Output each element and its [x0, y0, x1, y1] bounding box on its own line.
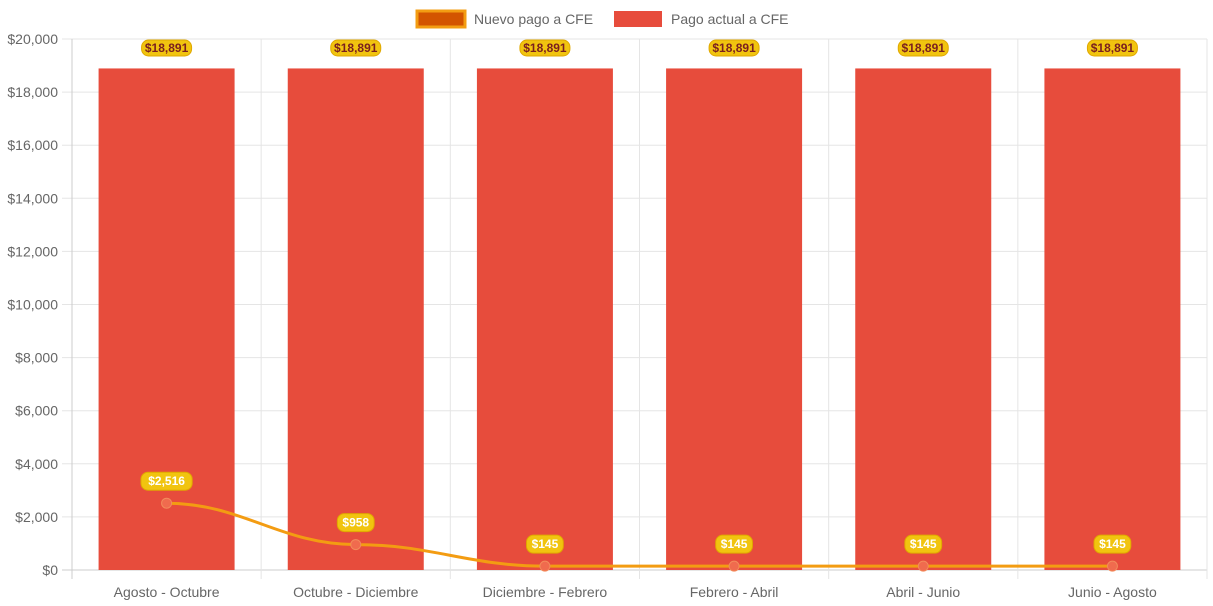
line-data-label: $145 [910, 537, 937, 551]
x-tick-label: Abril - Junio [886, 584, 960, 600]
bar-data-label: $18,891 [334, 41, 378, 55]
y-tick-label: $6,000 [15, 403, 58, 419]
line-point [539, 560, 551, 572]
y-tick-label: $16,000 [7, 137, 58, 153]
x-tick-label: Agosto - Octubre [114, 584, 220, 600]
y-tick-label: $18,000 [7, 84, 58, 100]
line-point [1106, 560, 1118, 572]
legend-swatch [614, 11, 662, 27]
bar [855, 68, 992, 571]
line-data-label-bg [715, 534, 753, 554]
line-data-label-bg [904, 534, 943, 554]
x-tick-label: Octubre - Diciembre [293, 584, 418, 600]
line-data-label: $145 [721, 537, 748, 551]
y-tick-label: $2,000 [15, 509, 58, 525]
y-tick-label: $20,000 [7, 31, 58, 47]
line-data-label: $2,516 [148, 474, 185, 488]
line-data-label-bg [140, 471, 193, 491]
x-axis-group: Agosto - Octubre Octubre - Diciembre Dicie… [114, 584, 1157, 600]
x-tick-label: Junio - Agosto [1068, 584, 1157, 600]
bar-data-label: $18,891 [1091, 41, 1135, 55]
line-point [161, 497, 173, 509]
y-tick-label: $0 [42, 562, 58, 578]
bar-series-group [98, 68, 1181, 571]
legend-item-nuevo-pago: Nuevo pago a CFE [415, 9, 593, 29]
line-point [917, 560, 929, 572]
line-series-group [161, 497, 1118, 572]
line-point [728, 560, 740, 572]
legend-label: Nuevo pago a CFE [474, 11, 593, 27]
y-tick-label: $8,000 [15, 350, 58, 366]
line-data-label-bg [1093, 534, 1132, 554]
line-data-label: $145 [1099, 537, 1126, 551]
bar [98, 68, 235, 571]
bar-data-label: $18,891 [523, 41, 567, 55]
legend-swatch [415, 9, 467, 29]
bar-data-label-bg [897, 39, 949, 57]
bar-data-label: $18,891 [902, 41, 946, 55]
series-line [166, 501, 1113, 568]
bar-data-label-bg [1086, 39, 1138, 57]
line-data-label-bg [336, 513, 375, 533]
x-tick-label: Febrero - Abril [690, 584, 779, 600]
bar-data-label-bg [330, 39, 382, 57]
legend-item-pago-actual: Pago actual a CFE [614, 11, 789, 27]
y-tick-label: $10,000 [7, 297, 58, 313]
data-labels-group: $18,891 $18,891 $18,891 $18,891 $18,891 $18,8… [140, 39, 1138, 554]
bar-data-label-bg [519, 39, 571, 57]
legend-label: Pago actual a CFE [671, 11, 789, 27]
bar [476, 68, 613, 571]
bar-data-label: $18,891 [712, 41, 756, 55]
y-tick-label: $12,000 [7, 243, 58, 259]
y-tick-label: $14,000 [7, 190, 58, 206]
legend: Nuevo pago a CFE Pago actual a CFE [415, 9, 789, 29]
bar-data-label: $18,891 [145, 41, 189, 55]
x-tick-label: Diciembre - Febrero [483, 584, 608, 600]
bar [1044, 68, 1181, 571]
bar [287, 68, 424, 571]
line-data-label-bg [526, 534, 564, 554]
line-data-label: $958 [342, 516, 369, 530]
bar [666, 68, 803, 571]
bar-data-label-bg [141, 39, 193, 57]
line-data-label: $145 [532, 537, 559, 551]
grid-group: $0 $2,000 $4,000 $6,000 $8,000 $10,000 $12,000… [7, 31, 1208, 579]
y-tick-label: $4,000 [15, 456, 58, 472]
bar-data-label-bg [708, 39, 760, 57]
line-point [350, 539, 362, 551]
